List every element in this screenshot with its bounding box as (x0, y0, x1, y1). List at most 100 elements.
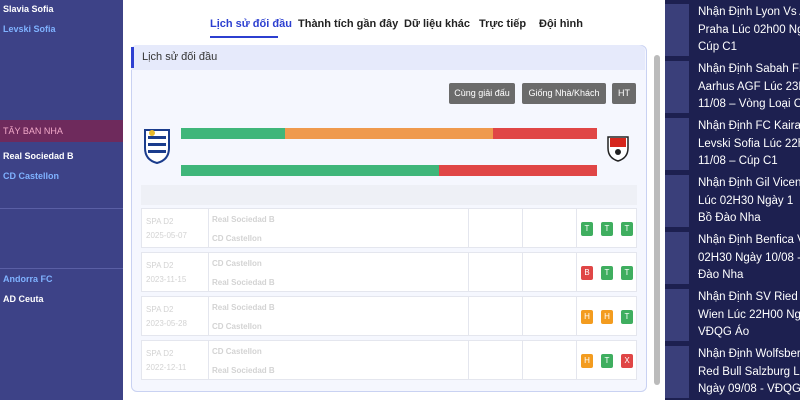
column-divider (522, 209, 523, 247)
news-title-line[interactable]: Cúp C1 (698, 41, 737, 53)
news-title-line[interactable]: Nhận Định Benfica V (698, 234, 800, 246)
news-title-line[interactable]: Bồ Đào Nha (698, 212, 761, 224)
column-divider (468, 341, 469, 379)
news-thumb (665, 118, 689, 170)
active-tab-underline (210, 36, 278, 38)
news-title-line[interactable]: Nhận Định Lyon Vs A (698, 6, 800, 18)
news-thumb (665, 232, 689, 284)
match-row[interactable]: SPA D2 2023-11-15 CD Castellon Real Socieda… (141, 252, 637, 292)
result-badge: T (601, 354, 613, 368)
home-team: Real Sociedad B (212, 303, 275, 312)
home-team: CD Castellon (212, 259, 262, 268)
filter-button[interactable]: HT (612, 83, 636, 104)
news-title-line[interactable]: Nhận Định FC Kairat (698, 120, 800, 132)
result-badge: T (601, 266, 613, 280)
result-badge: H (581, 354, 593, 368)
result-badge: T (621, 266, 633, 280)
news-thumb (665, 175, 689, 227)
news-title-line[interactable]: Red Bull Salzburg Lú (698, 365, 800, 378)
divider (0, 268, 123, 269)
scrollbar[interactable] (654, 55, 660, 385)
h2h-bar-segment (493, 128, 597, 139)
news-thumb (665, 289, 689, 341)
league-header: TÂY BAN NHA (0, 120, 123, 142)
tab[interactable]: Dữ liệu khác (404, 18, 471, 30)
h2h-bar-segment (181, 165, 439, 176)
match-date: 2022-12-11 (146, 363, 187, 372)
h2h-bar-segment (181, 128, 285, 139)
news-sidebar: Nhận Định Lyon Vs A Praha Lúc 02h00 Ng Cúp… (665, 0, 800, 400)
tab[interactable]: Đội hình (539, 18, 583, 30)
result-badge: H (581, 310, 593, 324)
team-name[interactable]: Real Sociedad B (3, 151, 74, 161)
column-divider (576, 253, 577, 291)
match-row[interactable]: SPA D2 2025-05-07 Real Sociedad B CD Castel… (141, 208, 637, 248)
column-divider (468, 253, 469, 291)
home-logo (144, 129, 170, 164)
news-title-line[interactable]: Levski Sofia Lúc 22h (698, 137, 800, 150)
team-name[interactable]: Slavia Sofia (3, 4, 54, 14)
news-title-line[interactable]: Nhận Định SV Ried V (698, 291, 800, 303)
match-date: 2023-05-28 (146, 319, 187, 328)
column-divider (576, 341, 577, 379)
news-title-line[interactable]: Nhận Định Sabah FK (698, 63, 800, 75)
filter-button[interactable]: Cùng giải đấu (449, 83, 515, 104)
left-sidebar: Slavia Sofia Levski Sofia TÂY BAN NHA Real … (0, 0, 123, 400)
news-title-line[interactable]: 11/08 – Vòng Loại C (698, 98, 800, 110)
news-title-line[interactable]: Nhận Định Wolfsber (698, 348, 800, 360)
column-divider (522, 253, 523, 291)
match-row[interactable]: SPA D2 2022-12-11 CD Castellon Real Socieda… (141, 340, 637, 380)
away-logo (607, 136, 629, 162)
column-divider (208, 209, 209, 247)
team-name[interactable]: CD Castellon (3, 171, 60, 181)
team-name[interactable]: Levski Sofia (3, 24, 56, 34)
h2h-bar-segment (438, 165, 597, 176)
table-header (141, 185, 637, 205)
result-badge: B (581, 266, 593, 280)
column-divider (208, 341, 209, 379)
column-divider (468, 297, 469, 335)
news-thumb (665, 61, 689, 113)
column-divider (208, 253, 209, 291)
column-divider (208, 297, 209, 335)
away-team: Real Sociedad B (212, 366, 275, 375)
result-badge: T (581, 222, 593, 236)
news-thumb (665, 346, 689, 398)
news-title-line[interactable]: VĐQG Áo (698, 326, 750, 338)
filter-button[interactable]: Giống Nhà/Khách (522, 83, 606, 104)
result-badge: X (621, 354, 633, 368)
news-title-line[interactable]: Praha Lúc 02h00 Ng (698, 23, 800, 36)
h2h-bar-segment (285, 128, 493, 139)
tab[interactable]: Lịch sử đối đầu (210, 18, 292, 30)
home-team: Real Sociedad B (212, 215, 275, 224)
result-badge: T (621, 222, 633, 236)
result-badge: T (621, 310, 633, 324)
team-name[interactable]: Andorra FC (3, 274, 53, 284)
news-thumb (665, 4, 689, 56)
news-title-line[interactable]: Lúc 02H30 Ngày 1 (698, 194, 794, 207)
panel-header (131, 45, 645, 70)
column-divider (522, 297, 523, 335)
column-divider (576, 209, 577, 247)
match-row[interactable]: SPA D2 2023-05-28 Real Sociedad B CD Castel… (141, 296, 637, 336)
news-title-line[interactable]: Wien Lúc 22H00 Ng (698, 308, 800, 321)
news-title-line[interactable]: 11/08 – Cúp C1 (698, 155, 778, 167)
news-title-line[interactable]: Ngày 09/08 - VĐQG (698, 383, 800, 395)
news-title-line[interactable]: 02H30 Ngày 10/08 - (698, 251, 800, 264)
match-date: 2023-11-15 (146, 275, 187, 284)
modal: Lịch sử đối đầu Lịch sử đối đầu Thành tíc… (123, 0, 665, 400)
column-divider (468, 209, 469, 247)
news-title-line[interactable]: Đào Nha (698, 269, 744, 281)
news-title-line[interactable]: Nhận Định Gil Vicent (698, 177, 800, 189)
result-badge: T (601, 222, 613, 236)
result-badge: H (601, 310, 613, 324)
team-name[interactable]: AD Ceuta (3, 294, 44, 304)
away-team: Real Sociedad B (212, 278, 275, 287)
tab[interactable]: Thành tích gần đây (298, 18, 399, 30)
away-team: CD Castellon (212, 322, 262, 331)
divider (0, 208, 123, 209)
panel-title: Lịch sử đối đầu (142, 51, 218, 63)
news-title-line[interactable]: Aarhus AGF Lúc 23H (698, 80, 800, 93)
tab[interactable]: Trực tiếp (479, 18, 527, 30)
